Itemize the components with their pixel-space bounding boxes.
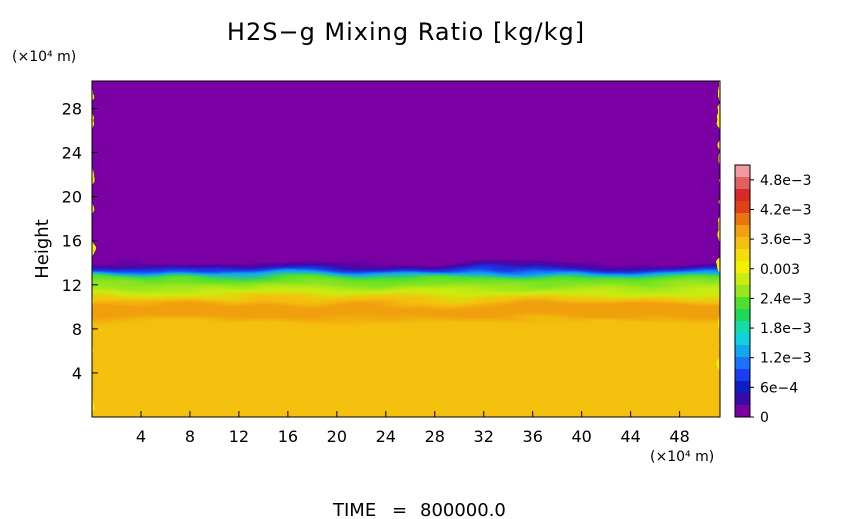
y-unit-label: (×10⁴ m): [12, 49, 76, 65]
x-axis-ticks: 4 8 12 16 20 24 28 32 36 40 44 48: [136, 411, 690, 446]
x-tick-label: 48: [669, 427, 689, 446]
colorbar-label: 2.4e−3: [760, 291, 812, 307]
colorbar-label: 0: [760, 410, 769, 426]
x-tick-label: 12: [229, 427, 249, 446]
colorbar-label: 0.003: [760, 262, 800, 278]
colorbar-label: 6e−4: [760, 380, 798, 396]
time-footer: TIME = 800000.0: [332, 500, 506, 519]
time-label: TIME: [332, 500, 376, 519]
y-tick-label: 28: [62, 100, 82, 119]
x-tick-label: 36: [523, 427, 543, 446]
colorbar-label: 1.8e−3: [760, 321, 812, 337]
y-axis-label: Height: [32, 219, 53, 279]
colorbar-gradient: [734, 164, 751, 418]
x-tick-label: 28: [425, 427, 445, 446]
heatmap-field: [92, 81, 720, 417]
colorbar-label: 3.6e−3: [760, 232, 812, 248]
heatmap-field-layer: [92, 81, 720, 417]
y-tick-label: 20: [62, 188, 82, 207]
y-tick-label: 4: [72, 364, 82, 383]
x-unit-label: (×10⁴ m): [650, 449, 714, 465]
colorbar-label: 1.2e−3: [760, 351, 812, 367]
x-tick-label: 4: [136, 427, 146, 446]
y-tick-label: 8: [72, 320, 82, 339]
time-equals: =: [392, 500, 407, 519]
time-value: 800000.0: [420, 500, 506, 519]
x-tick-label: 24: [376, 427, 396, 446]
chart-title: H2S−g Mixing Ratio [kg/kg]: [227, 18, 585, 46]
x-tick-label: 32: [474, 427, 494, 446]
x-tick-label: 20: [327, 427, 347, 446]
y-axis-ticks: 4 8 12 16 20 24 28: [62, 100, 98, 383]
colorbar-label: 4.2e−3: [760, 202, 812, 218]
x-tick-label: 8: [185, 427, 195, 446]
y-tick-label: 16: [62, 232, 82, 251]
colorbar: 4.8e−3 4.2e−3 3.6e−3 0.003 2.4e−3 1.8e−3 1.2e−…: [734, 164, 812, 426]
x-tick-label: 44: [620, 427, 640, 446]
plot-frame: [91, 80, 721, 418]
x-tick-label: 16: [278, 427, 298, 446]
y-tick-label: 24: [62, 144, 82, 163]
x-tick-label: 40: [571, 427, 591, 446]
y-tick-label: 12: [62, 276, 82, 295]
colorbar-label: 4.8e−3: [760, 173, 812, 189]
colorbar-labels: 4.8e−3 4.2e−3 3.6e−3 0.003 2.4e−3 1.8e−3 1.2e−…: [750, 173, 812, 426]
